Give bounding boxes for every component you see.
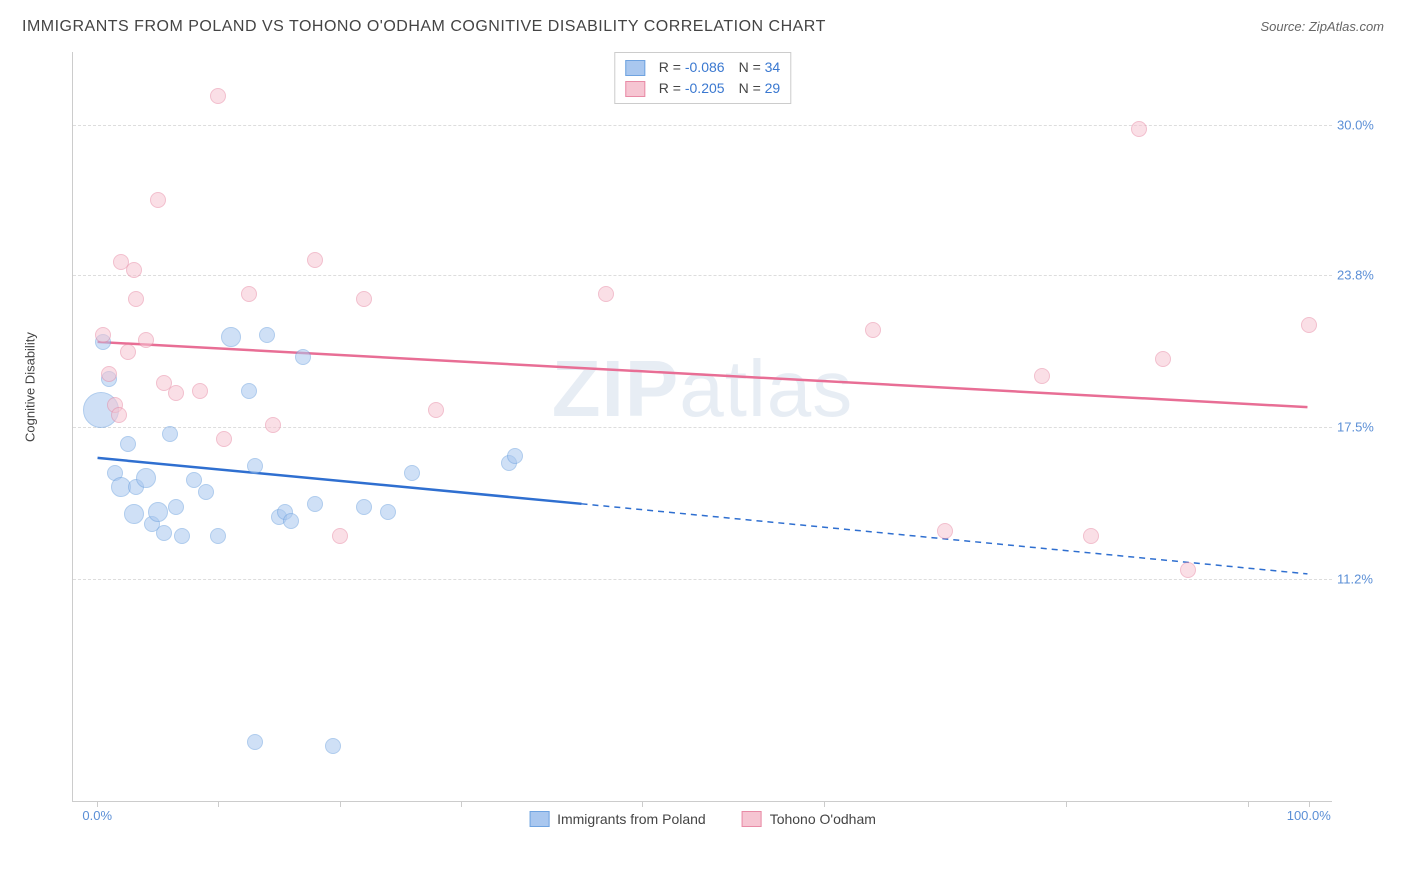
- legend-label: Tohono O'odham: [770, 811, 876, 827]
- scatter-point: [241, 286, 257, 302]
- scatter-point: [168, 385, 184, 401]
- scatter-point: [120, 344, 136, 360]
- scatter-point: [111, 407, 127, 423]
- scatter-point: [332, 528, 348, 544]
- scatter-point: [259, 327, 275, 343]
- scatter-point: [210, 88, 226, 104]
- stat-n-value: 34: [765, 59, 781, 75]
- plot-area: ZIPatlas R = -0.086N = 34R = -0.205N = 2…: [72, 52, 1332, 802]
- gridline-horizontal: [73, 275, 1332, 276]
- x-tick-mark: [642, 801, 643, 807]
- x-tick-mark: [340, 801, 341, 807]
- scatter-point: [138, 332, 154, 348]
- scatter-point: [124, 504, 144, 524]
- scatter-point: [295, 349, 311, 365]
- scatter-point: [247, 458, 263, 474]
- stat-n-value: 29: [765, 80, 781, 96]
- stats-row: R = -0.205 N = 29: [625, 78, 780, 99]
- legend-swatch: [625, 60, 645, 76]
- chart-container: Cognitive Disability ZIPatlas R = -0.086…: [22, 42, 1382, 842]
- scatter-point: [937, 523, 953, 539]
- scatter-point: [507, 448, 523, 464]
- source-label: Source: ZipAtlas.com: [1260, 19, 1384, 34]
- y-tick-label: 23.8%: [1337, 267, 1387, 282]
- scatter-point: [1180, 562, 1196, 578]
- scatter-point: [198, 484, 214, 500]
- scatter-point: [307, 252, 323, 268]
- x-tick-label: 100.0%: [1287, 808, 1331, 823]
- scatter-point: [126, 262, 142, 278]
- x-tick-mark: [1066, 801, 1067, 807]
- scatter-point: [168, 499, 184, 515]
- x-tick-mark: [461, 801, 462, 807]
- scatter-point: [162, 426, 178, 442]
- scatter-point: [221, 327, 241, 347]
- scatter-point: [101, 366, 117, 382]
- legend-swatch: [529, 811, 549, 827]
- scatter-point: [428, 402, 444, 418]
- y-tick-label: 17.5%: [1337, 420, 1387, 435]
- scatter-point: [1034, 368, 1050, 384]
- scatter-point: [1155, 351, 1171, 367]
- scatter-point: [192, 383, 208, 399]
- x-tick-mark: [97, 801, 98, 807]
- scatter-point: [325, 738, 341, 754]
- scatter-point: [156, 525, 172, 541]
- stats-row: R = -0.086 N = 34: [625, 57, 780, 78]
- chart-title: IMMIGRANTS FROM POLAND VS TOHONO O'ODHAM…: [22, 18, 826, 36]
- scatter-point: [356, 499, 372, 515]
- x-tick-mark: [1248, 801, 1249, 807]
- scatter-point: [265, 417, 281, 433]
- scatter-point: [283, 513, 299, 529]
- scatter-point: [210, 528, 226, 544]
- scatter-point: [307, 496, 323, 512]
- scatter-point: [128, 291, 144, 307]
- scatter-point: [95, 327, 111, 343]
- x-tick-mark: [824, 801, 825, 807]
- scatter-point: [598, 286, 614, 302]
- legend-item: Immigrants from Poland: [529, 811, 706, 827]
- gridline-horizontal: [73, 427, 1332, 428]
- scatter-point: [1301, 317, 1317, 333]
- scatter-point: [136, 468, 156, 488]
- scatter-point: [865, 322, 881, 338]
- stat-r-label: R =: [659, 59, 685, 75]
- scatter-point: [120, 436, 136, 452]
- scatter-point: [241, 383, 257, 399]
- y-tick-label: 11.2%: [1337, 572, 1387, 587]
- x-tick-mark: [1309, 801, 1310, 807]
- stat-n-label: N =: [739, 59, 765, 75]
- scatter-point: [216, 431, 232, 447]
- stats-legend-box: R = -0.086 N = 34 R = -0.205 N = 29: [614, 52, 791, 104]
- scatter-point: [150, 192, 166, 208]
- scatter-point: [356, 291, 372, 307]
- legend-label: Immigrants from Poland: [557, 811, 706, 827]
- stat-r-value: -0.086: [685, 59, 725, 75]
- bottom-legend: Immigrants from Poland Tohono O'odham: [529, 811, 876, 827]
- y-axis-label: Cognitive Disability: [23, 332, 38, 442]
- scatter-point: [380, 504, 396, 520]
- gridline-horizontal: [73, 579, 1332, 580]
- scatter-point: [1083, 528, 1099, 544]
- header: IMMIGRANTS FROM POLAND VS TOHONO O'ODHAM…: [22, 18, 1384, 36]
- x-tick-label: 0.0%: [82, 808, 112, 823]
- legend-swatch: [625, 81, 645, 97]
- legend-item: Tohono O'odham: [742, 811, 876, 827]
- stat-r-value: -0.205: [685, 80, 725, 96]
- scatter-point: [174, 528, 190, 544]
- stat-r-label: R =: [659, 80, 685, 96]
- scatter-point: [1131, 121, 1147, 137]
- y-tick-label: 30.0%: [1337, 117, 1387, 132]
- scatter-point: [247, 734, 263, 750]
- x-tick-mark: [218, 801, 219, 807]
- stat-n-label: N =: [739, 80, 765, 96]
- scatter-point: [404, 465, 420, 481]
- legend-swatch: [742, 811, 762, 827]
- trend-line-solid: [98, 342, 1308, 407]
- scatter-point: [148, 502, 168, 522]
